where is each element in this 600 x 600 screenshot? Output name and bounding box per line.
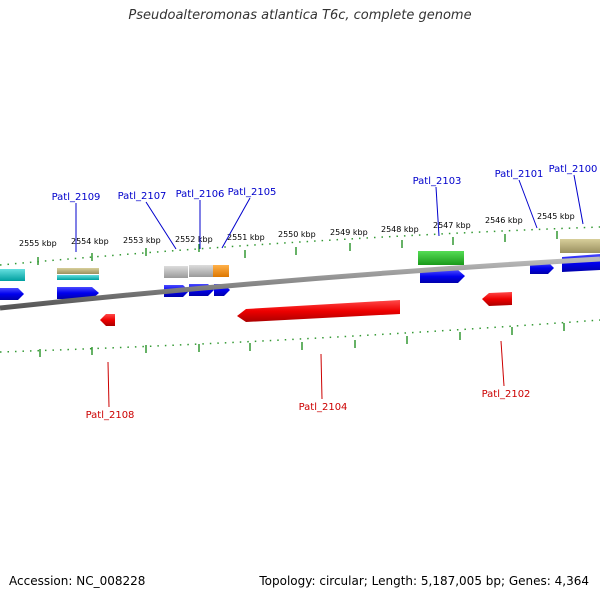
gene-label-patl-2106: Patl_2106 (176, 189, 225, 200)
tick-labels: 2555 kbp 2554 kbp 2553 kbp 2552 kbp 2551… (19, 212, 575, 248)
gene-arrow-forward (57, 287, 99, 299)
gene-arrow-reverse (482, 292, 512, 306)
reverse-genes (100, 292, 512, 326)
gene-label-patl-2109: Patl_2109 (52, 192, 101, 203)
tick-label: 2546 kbp (485, 216, 523, 225)
accession-label: Accession: NC_008228 (9, 574, 146, 588)
inner-tick-track (0, 319, 600, 357)
gene-arrow-reverse (100, 314, 115, 326)
outer-tick-track (0, 226, 600, 266)
tick-label: 2555 kbp (19, 239, 57, 248)
gene-arrow-reverse (237, 300, 400, 322)
gene-label-patl-2107: Patl_2107 (118, 191, 167, 202)
gene-label-patl-2104: Patl_2104 (299, 402, 348, 413)
tick-label: 2552 kbp (175, 235, 213, 244)
gene-arrow-forward (420, 270, 465, 283)
tick-label: 2550 kbp (278, 230, 316, 239)
gene-label-patl-2101: Patl_2101 (495, 169, 544, 180)
forward-gene-labels: Patl_2109 Patl_2107 Patl_2106 Patl_2105 … (52, 164, 598, 203)
gene-label-patl-2102: Patl_2102 (482, 389, 531, 400)
gene-label-patl-2105: Patl_2105 (228, 187, 277, 198)
gene-arrow-forward (0, 288, 24, 300)
tick-label: 2545 kbp (537, 212, 575, 221)
tick-label: 2554 kbp (71, 237, 109, 246)
label-leaders (75, 174, 584, 408)
gene-label-patl-2100: Patl_2100 (549, 164, 598, 175)
reverse-gene-labels: Patl_2108 Patl_2104 Patl_2102 (86, 389, 531, 421)
tick-label: 2548 kbp (381, 225, 419, 234)
map-title: Pseudoalteromonas atlantica T6c, complet… (128, 8, 472, 23)
genome-backbone (0, 256, 600, 311)
gene-label-patl-2103: Patl_2103 (413, 176, 462, 187)
gene-label-patl-2108: Patl_2108 (86, 410, 135, 421)
genome-summary: Topology: circular; Length: 5,187,005 bp… (259, 574, 589, 588)
tick-label: 2551 kbp (227, 233, 265, 242)
tick-label: 2547 kbp (433, 221, 471, 230)
tick-label: 2553 kbp (123, 236, 161, 245)
feature-bars (0, 239, 600, 281)
tick-label: 2549 kbp (330, 228, 368, 237)
